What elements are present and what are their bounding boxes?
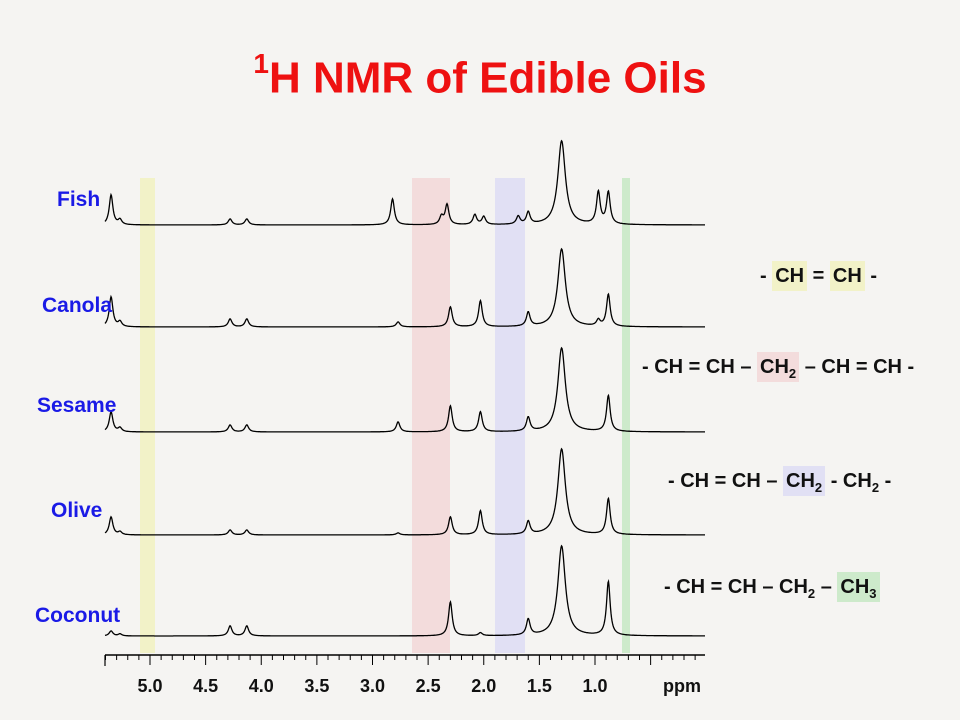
oil-label-olive: Olive [51, 499, 103, 522]
oil-label-canola: Canola [42, 294, 113, 317]
tick-label: 2.5 [416, 676, 441, 696]
ppm-axis: 5.0 4.5 4.0 3.5 3.0 2.5 2.0 1.5 1.0 ppm [104, 654, 705, 696]
structure-olefinic: - CH = CH - [760, 261, 877, 291]
spectra [104, 139, 705, 637]
spectrum-canola [104, 247, 705, 328]
oil-label-fish: Fish [57, 188, 101, 211]
band-green [622, 178, 630, 653]
chart-title: 1H NMR of Edible Oils [253, 48, 707, 103]
band-yellow [140, 178, 155, 653]
tick-label: 1.5 [527, 676, 552, 696]
oil-label-coconut: Coconut [35, 604, 121, 627]
oil-label-sesame: Sesame [37, 394, 117, 417]
structure-terminal-methyl: - CH = CH – CH2 – CH3 [664, 572, 880, 602]
band-blue [495, 178, 525, 653]
tick-label: 5.0 [137, 676, 162, 696]
spectrum-fish [104, 139, 705, 226]
highlight-bands [140, 178, 630, 653]
band-red [412, 178, 450, 653]
tick-label: 4.0 [249, 676, 274, 696]
spectrum-olive [104, 447, 705, 536]
tick-label: 4.5 [193, 676, 218, 696]
tick-label: 1.0 [582, 676, 607, 696]
spectrum-sesame [104, 346, 705, 433]
axis-unit-label: ppm [663, 676, 701, 696]
tick-label: 3.5 [304, 676, 329, 696]
tick-label: 3.0 [360, 676, 385, 696]
structure-bis-allylic: - CH = CH – CH2 – CH = CH - [642, 352, 914, 382]
tick-label: 2.0 [471, 676, 496, 696]
spectrum-coconut [104, 544, 705, 637]
structure-allylic: - CH = CH – CH2 - CH2 - [668, 466, 891, 496]
